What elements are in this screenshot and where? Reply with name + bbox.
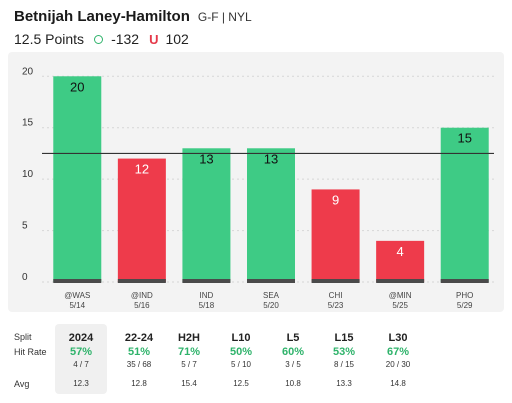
y-tick-label: 0 [22, 272, 28, 283]
x-date-label: 5/20 [263, 301, 279, 310]
row-label-hit-rate: Hit Rate [14, 347, 47, 357]
prop-line-row: 12.5 Points -132 U 102 [14, 31, 502, 47]
x-date-label: 5/23 [328, 301, 344, 310]
split-average: 12.3 [73, 379, 89, 388]
splits-table: Split Hit Rate Avg 2024 57% 4 / 7 12.3 22-24… [8, 324, 504, 396]
y-tick-label: 20 [22, 66, 34, 77]
y-tick-label: 15 [22, 118, 34, 129]
split-hit-fraction: 3 / 5 [285, 360, 301, 369]
split-average: 15.4 [181, 379, 197, 388]
player-header: Betnijah Laney-Hamilton G-F | NYL 12.5 P… [14, 8, 502, 47]
split-hit-pct: 51% [127, 346, 151, 358]
bar-value-label: 13 [199, 151, 213, 166]
split-label: L5 [286, 332, 300, 344]
split-column-l15[interactable]: L15 53% 8 / 15 13.3 [318, 324, 370, 394]
under-odds[interactable]: 102 [165, 31, 189, 47]
over-odds[interactable]: -132 [111, 31, 140, 47]
split-hit-fraction: 20 / 30 [385, 360, 411, 369]
bar [311, 189, 360, 282]
x-tick-label: @WAS [64, 291, 90, 300]
title-row: Betnijah Laney-Hamilton G-F | NYL [14, 8, 502, 28]
split-average: 14.8 [390, 379, 406, 388]
bar [117, 158, 166, 282]
x-tick-label: IND [200, 291, 214, 300]
split-label: 22-24 [124, 332, 154, 344]
split-column-22-24[interactable]: 22-24 51% 35 / 68 12.8 [113, 324, 165, 394]
split-hit-pct: 57% [69, 346, 93, 358]
bar-value-label: 12 [135, 162, 149, 177]
split-hit-fraction: 5 / 10 [230, 360, 251, 369]
x-tick-label: SEA [263, 291, 280, 300]
bar-base [440, 279, 489, 283]
split-column-l30[interactable]: L30 67% 20 / 30 14.8 [372, 324, 424, 394]
split-hit-pct: 53% [332, 346, 356, 358]
x-tick-label: PHO [456, 291, 473, 300]
bar-value-label: 15 [457, 131, 471, 146]
split-label: 2024 [68, 332, 94, 344]
prop-line-label: 12.5 Points [14, 31, 85, 47]
bar [53, 76, 102, 283]
bar-base [182, 279, 231, 283]
split-hit-pct: 71% [177, 346, 201, 358]
bar-base [53, 279, 102, 283]
split-label: L15 [334, 332, 354, 344]
split-average: 10.8 [285, 379, 301, 388]
bar [247, 148, 295, 282]
player-position-team: G-F | NYL [197, 10, 252, 24]
split-hit-fraction: 8 / 15 [333, 360, 354, 369]
split-label: L10 [231, 332, 251, 344]
x-date-label: 5/25 [392, 301, 408, 310]
split-column-2024[interactable]: 2024 57% 4 / 7 12.3 [55, 324, 107, 394]
x-tick-label: CHI [329, 291, 343, 300]
bar-value-label: 9 [332, 192, 339, 207]
over-circle-icon [94, 34, 104, 44]
bar [376, 240, 425, 282]
player-name: Betnijah Laney-Hamilton [14, 8, 190, 25]
split-average: 13.3 [336, 379, 352, 388]
bar [440, 127, 489, 282]
split-hit-fraction: 5 / 7 [181, 360, 197, 369]
split-hit-fraction: 4 / 7 [73, 360, 89, 369]
split-hit-fraction: 35 / 68 [126, 360, 152, 369]
bar-base [311, 279, 360, 283]
y-tick-label: 5 [22, 221, 28, 232]
split-column-h2h[interactable]: H2H 71% 5 / 7 15.4 [163, 324, 215, 394]
bar-value-label: 13 [264, 151, 278, 166]
bar-base [376, 279, 425, 283]
x-date-label: 5/16 [134, 301, 150, 310]
row-label-avg: Avg [14, 379, 30, 389]
x-date-label: 5/14 [69, 301, 85, 310]
split-average: 12.5 [233, 379, 249, 388]
split-column-l5[interactable]: L5 60% 3 / 5 10.8 [267, 324, 319, 394]
bar-base [247, 279, 295, 283]
bar [182, 148, 231, 282]
chart-card: 0 5 10 15 20 20 @WAS 5/14 12 @IND 5/16 13 IND 5/18 13 S… [8, 52, 504, 312]
row-label-split: Split [14, 332, 32, 342]
y-tick-label: 10 [22, 169, 34, 180]
split-hit-pct: 50% [229, 346, 253, 358]
split-label: H2H [177, 332, 200, 344]
split-average: 12.8 [131, 379, 147, 388]
split-label: L30 [388, 332, 408, 344]
bar-base [117, 279, 166, 283]
bar-value-label: 20 [70, 79, 84, 94]
x-tick-label: @MIN [389, 291, 412, 300]
x-date-label: 5/18 [199, 301, 215, 310]
split-hit-pct: 67% [386, 346, 410, 358]
split-hit-pct: 60% [281, 346, 305, 358]
bar-value-label: 4 [397, 244, 404, 259]
x-date-label: 5/29 [457, 301, 473, 310]
x-tick-label: @IND [131, 291, 153, 300]
split-column-l10[interactable]: L10 50% 5 / 10 12.5 [215, 324, 267, 394]
under-icon: U [149, 31, 159, 47]
